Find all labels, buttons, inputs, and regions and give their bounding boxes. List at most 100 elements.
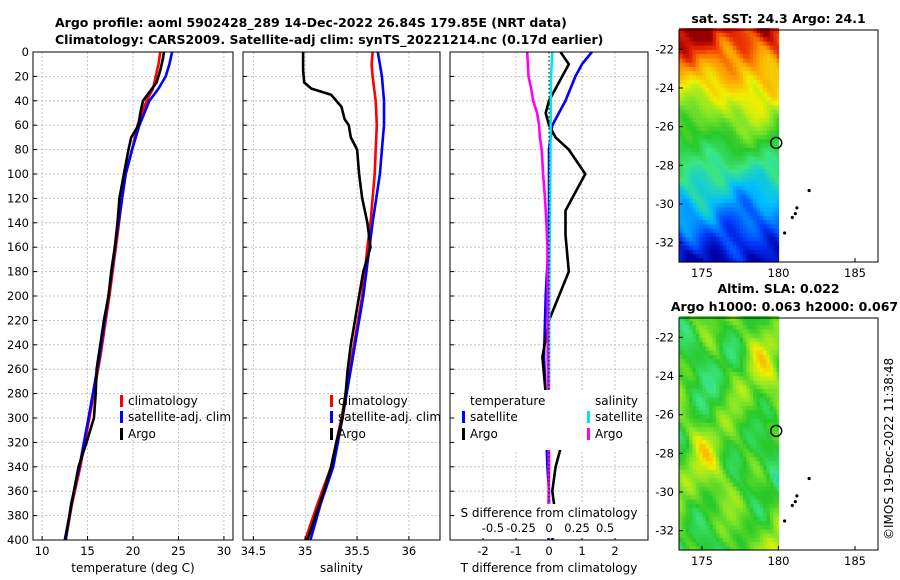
map-cell bbox=[766, 121, 771, 127]
argo-profile-marker bbox=[770, 136, 783, 150]
map-cell bbox=[746, 422, 751, 428]
map-cell bbox=[695, 257, 700, 263]
map-cell bbox=[726, 503, 731, 509]
map-cell bbox=[763, 228, 768, 233]
map-cell bbox=[692, 418, 697, 423]
map-cell bbox=[695, 185, 700, 191]
map-cell bbox=[753, 36, 758, 42]
map-cell bbox=[726, 337, 731, 343]
map-cell bbox=[769, 215, 774, 221]
map-cell bbox=[719, 388, 724, 394]
map-cell bbox=[722, 426, 727, 432]
map-cell bbox=[763, 337, 768, 343]
map-cell bbox=[709, 337, 714, 343]
map-cell bbox=[729, 324, 734, 330]
map-cell bbox=[743, 358, 747, 364]
map-cell bbox=[743, 384, 747, 389]
map-cell bbox=[692, 345, 697, 351]
map-cell bbox=[709, 66, 714, 72]
map-cell bbox=[743, 108, 747, 114]
map-cell bbox=[763, 240, 768, 246]
map-cell bbox=[689, 499, 694, 504]
map-cell bbox=[766, 253, 771, 259]
map-cell bbox=[729, 405, 734, 411]
map-cell bbox=[743, 435, 747, 441]
map-cell bbox=[716, 345, 720, 351]
map-cell bbox=[756, 473, 761, 479]
map-cell bbox=[712, 159, 717, 165]
map-cell bbox=[699, 456, 704, 462]
map-cell bbox=[766, 108, 771, 114]
map-cell bbox=[682, 108, 687, 114]
map-cell bbox=[773, 520, 778, 526]
map-cell bbox=[769, 499, 774, 504]
map-cell bbox=[749, 219, 754, 225]
map-cell bbox=[702, 537, 707, 543]
map-cell bbox=[699, 350, 704, 355]
map-cell bbox=[769, 245, 774, 250]
map-cell bbox=[749, 426, 754, 432]
map-cell bbox=[726, 257, 731, 263]
map-cell bbox=[709, 91, 714, 97]
map-cell bbox=[746, 83, 751, 89]
map-cell bbox=[685, 379, 690, 385]
map-cell bbox=[756, 130, 761, 135]
map-cell bbox=[726, 511, 731, 517]
map-cell bbox=[739, 430, 744, 436]
map-cell bbox=[736, 130, 741, 135]
map-cell bbox=[743, 240, 747, 246]
map-cell bbox=[712, 541, 717, 547]
map-cell bbox=[722, 452, 727, 458]
map-cell bbox=[766, 215, 771, 221]
map-cell bbox=[702, 503, 707, 509]
map-cell bbox=[685, 232, 690, 238]
map-cell bbox=[702, 396, 707, 402]
map-cell bbox=[699, 138, 704, 144]
map-cell bbox=[773, 499, 778, 504]
map-cell bbox=[739, 215, 744, 221]
map-cell bbox=[709, 341, 714, 347]
map-cell bbox=[773, 324, 778, 330]
map-cell bbox=[712, 328, 717, 334]
map-cell bbox=[759, 83, 764, 89]
map-cell bbox=[716, 388, 720, 394]
map-cell bbox=[695, 211, 700, 216]
map-cell bbox=[773, 503, 778, 509]
map-cell bbox=[709, 409, 714, 415]
map-cell bbox=[682, 443, 687, 449]
map-cell bbox=[709, 490, 714, 496]
map-cell bbox=[736, 384, 741, 389]
map-cell bbox=[769, 401, 774, 406]
map-cell bbox=[766, 520, 771, 526]
map-cell bbox=[763, 113, 768, 118]
map-cell bbox=[729, 358, 734, 364]
map-cell bbox=[719, 117, 724, 123]
map-cell bbox=[743, 53, 747, 59]
x-tick-label: 2 bbox=[611, 544, 618, 558]
map-cell bbox=[763, 32, 768, 38]
map-cell bbox=[773, 74, 778, 80]
map-cell bbox=[776, 66, 780, 72]
map-cell bbox=[726, 176, 731, 182]
map-cell bbox=[712, 219, 717, 225]
map-cell bbox=[763, 354, 768, 360]
map-cell bbox=[773, 198, 778, 204]
map-cell bbox=[722, 358, 727, 364]
map-cell bbox=[705, 537, 710, 543]
map-cell bbox=[685, 477, 690, 483]
map-cell bbox=[689, 113, 694, 118]
map-cell bbox=[732, 486, 737, 492]
imos-timestamp: ©IMOS 19-Dec-2022 11:38:48 bbox=[882, 358, 896, 540]
map-cell bbox=[749, 232, 754, 238]
map-cell bbox=[746, 185, 751, 191]
map-cell bbox=[702, 473, 707, 479]
map-cell bbox=[679, 443, 683, 449]
map-cell bbox=[689, 503, 694, 509]
map-cell bbox=[699, 147, 704, 153]
map-cell bbox=[769, 198, 774, 204]
map-cell bbox=[746, 202, 751, 208]
map-cell bbox=[759, 533, 764, 538]
map-cell bbox=[702, 253, 707, 259]
map-cell bbox=[759, 117, 764, 123]
map-cell bbox=[679, 516, 683, 521]
